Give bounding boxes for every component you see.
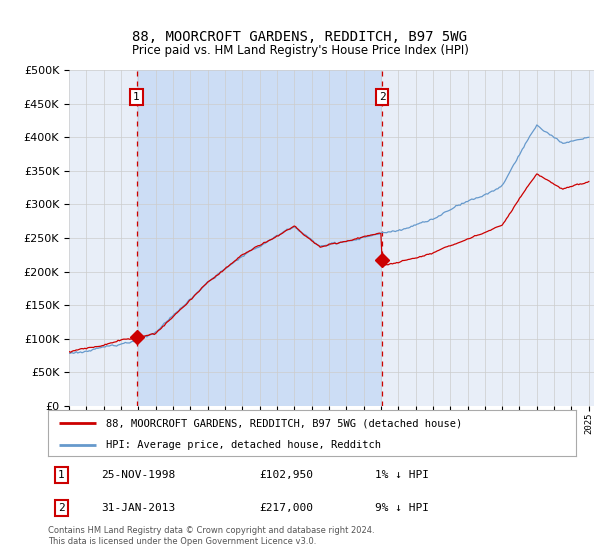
Text: 1% ↓ HPI: 1% ↓ HPI (376, 470, 430, 480)
Text: 88, MOORCROFT GARDENS, REDDITCH, B97 5WG (detached house): 88, MOORCROFT GARDENS, REDDITCH, B97 5WG… (106, 418, 463, 428)
Text: 31-JAN-2013: 31-JAN-2013 (101, 503, 175, 513)
Text: 2: 2 (58, 503, 65, 513)
Text: £217,000: £217,000 (259, 503, 313, 513)
Text: Contains HM Land Registry data © Crown copyright and database right 2024.
This d: Contains HM Land Registry data © Crown c… (48, 526, 374, 546)
Bar (137, 70, 382, 406)
Text: £102,950: £102,950 (259, 470, 313, 480)
Text: 2: 2 (379, 92, 386, 102)
Text: 1: 1 (133, 92, 140, 102)
Text: 25-NOV-1998: 25-NOV-1998 (101, 470, 175, 480)
Text: Price paid vs. HM Land Registry's House Price Index (HPI): Price paid vs. HM Land Registry's House … (131, 44, 469, 57)
Text: 88, MOORCROFT GARDENS, REDDITCH, B97 5WG: 88, MOORCROFT GARDENS, REDDITCH, B97 5WG (133, 30, 467, 44)
Text: 9% ↓ HPI: 9% ↓ HPI (376, 503, 430, 513)
Text: HPI: Average price, detached house, Redditch: HPI: Average price, detached house, Redd… (106, 440, 381, 450)
Text: 1: 1 (58, 470, 65, 480)
